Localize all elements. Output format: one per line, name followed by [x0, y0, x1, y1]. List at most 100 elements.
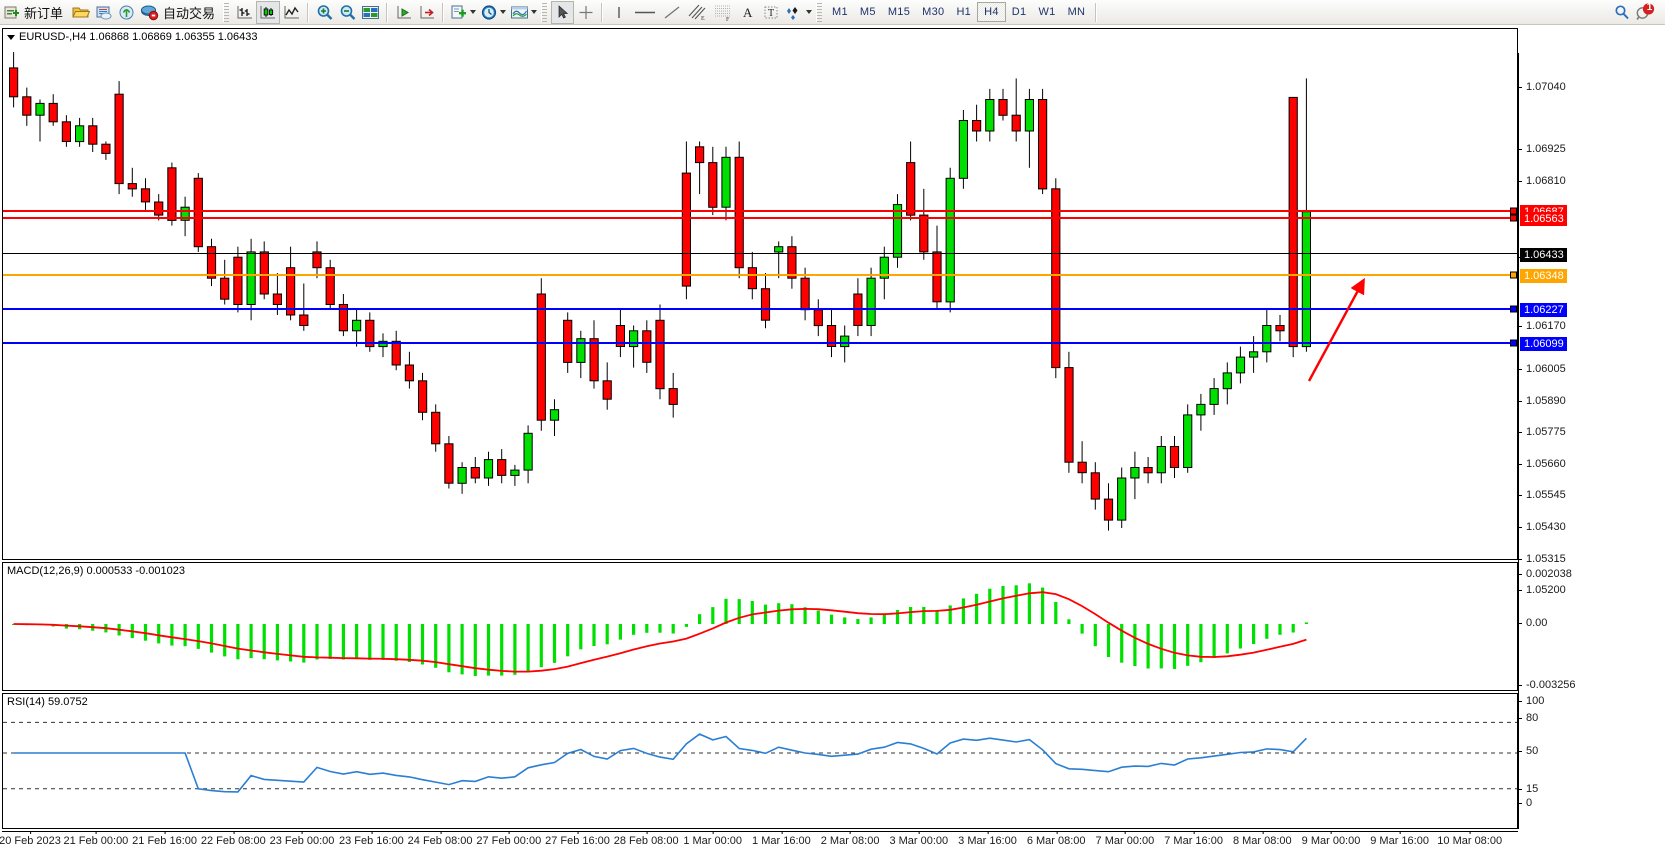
signals-button[interactable]	[115, 1, 138, 24]
cursor-button[interactable]	[551, 0, 575, 24]
chevron-down-icon[interactable]	[806, 10, 813, 14]
price-scale[interactable]: 1.070401.069251.068101.064651.061701.060…	[1518, 53, 1663, 829]
cursor-icon	[558, 5, 568, 19]
level-line-resistance-1[interactable]	[3, 207, 1517, 215]
alerts-button[interactable]: 1	[1633, 1, 1657, 24]
toolbar-separator-4	[601, 2, 604, 22]
chart-window[interactable]: EURUSD-,H4 1.06868 1.06869 1.06355 1.064…	[0, 25, 1665, 851]
timeframe-d1[interactable]: D1	[1011, 6, 1027, 18]
timeframe-h1[interactable]: H1	[956, 6, 972, 18]
trendline-button[interactable]	[660, 1, 684, 24]
rsi-tick: 15	[1518, 783, 1538, 795]
timeframe-mn[interactable]: MN	[1067, 6, 1086, 18]
indicators-icon	[511, 6, 529, 18]
timeframe-m15[interactable]: M15	[887, 6, 911, 18]
horizontal-line-button[interactable]	[630, 1, 660, 24]
time-label: 1 Mar 00:00	[683, 831, 743, 847]
time-label: 20 Feb 2023	[0, 831, 61, 847]
price-pane[interactable]: EURUSD-,H4 1.06868 1.06869 1.06355 1.064…	[2, 28, 1518, 560]
chart-shift-icon	[397, 5, 411, 18]
price-tick: 1.05430	[1518, 521, 1566, 533]
rsi-pane[interactable]: RSI(14) 59.0752	[2, 693, 1518, 829]
crosshair-button[interactable]	[574, 1, 597, 24]
search-icon	[1614, 4, 1629, 19]
chevron-down-icon[interactable]	[500, 10, 507, 14]
text-icon: A	[743, 5, 753, 20]
time-label: 3 Mar 00:00	[889, 831, 949, 847]
rsi-tick: 80	[1518, 712, 1538, 724]
time-axis[interactable]: 20 Feb 2023 21 Feb 00:00 21 Feb 16:00 22 Fe…	[0, 831, 1518, 851]
new-chart-icon	[451, 5, 467, 18]
fibo-button[interactable]: F	[710, 1, 736, 24]
collapse-triangle-icon[interactable]	[7, 34, 15, 40]
time-label: 9 Mar 16:00	[1370, 831, 1429, 847]
vertical-line-button[interactable]	[607, 1, 630, 24]
price-tag-support-1[interactable]: 1.06227	[1520, 303, 1567, 317]
data-window-button[interactable]	[359, 1, 382, 24]
level-line-support-2[interactable]	[3, 339, 1517, 347]
label-button[interactable]: T	[759, 1, 782, 24]
price-tag-resistance-2[interactable]: 1.06563	[1520, 212, 1567, 226]
objects-icon	[787, 6, 798, 20]
level-line-support-1[interactable]	[3, 305, 1517, 313]
period-button[interactable]	[478, 1, 508, 24]
timeframe-h4[interactable]: H4	[977, 2, 1006, 22]
objects-button[interactable]	[782, 1, 814, 24]
bar-chart-button[interactable]	[233, 1, 256, 24]
candlestick-chart-button[interactable]	[256, 0, 281, 24]
new-order-icon	[4, 6, 19, 19]
time-label: 9 Mar 00:00	[1301, 831, 1361, 847]
svg-text:E: E	[701, 16, 705, 21]
signals-icon	[119, 5, 134, 19]
line-chart-button[interactable]	[280, 1, 303, 24]
macd-tick: -0.003256	[1518, 679, 1576, 691]
alerts-icon	[1636, 2, 1655, 20]
text-button[interactable]: A	[736, 1, 759, 24]
level-line-pivot[interactable]	[3, 271, 1517, 279]
zoom-out-button[interactable]	[336, 1, 359, 24]
price-tag-support-2[interactable]: 1.06099	[1520, 337, 1567, 351]
level-anchor[interactable]	[1510, 214, 1517, 222]
timeframe-m30[interactable]: M30	[922, 6, 945, 18]
level-line-resistance-2[interactable]	[3, 214, 1517, 222]
auto-scroll-button[interactable]	[415, 1, 438, 24]
level-line-current-price[interactable]	[3, 253, 1517, 254]
price-tick: 1.06810	[1518, 175, 1566, 187]
new-chart-button[interactable]	[448, 1, 478, 24]
auto-trading-button[interactable]: 自动交易	[138, 1, 221, 24]
period-icon	[481, 4, 497, 20]
toolbar-grip-charts[interactable]	[223, 2, 230, 22]
timeframe-w1[interactable]: W1	[1038, 6, 1056, 18]
macd-pane[interactable]: MACD(12,26,9) 0.000533 -0.001023	[2, 562, 1518, 691]
indicators-button[interactable]	[508, 1, 539, 24]
zoom-in-icon	[317, 4, 332, 20]
timeframe-m5[interactable]: M5	[859, 6, 876, 18]
time-label: 23 Feb 16:00	[338, 831, 404, 847]
price-tag-pivot[interactable]: 1.06348	[1520, 269, 1567, 283]
time-label: 1 Mar 16:00	[752, 831, 811, 847]
timeframe-m1[interactable]: M1	[832, 6, 848, 18]
time-label: 6 Mar 08:00	[1026, 831, 1086, 847]
level-anchor[interactable]	[1510, 339, 1517, 347]
folder-button[interactable]	[69, 1, 92, 24]
toolbar-grip-timeframes[interactable]	[816, 2, 823, 22]
search-button[interactable]	[1610, 1, 1633, 24]
time-label: 21 Feb 00:00	[63, 831, 129, 847]
svg-text:F: F	[726, 17, 730, 21]
price-tag-current-price[interactable]: 1.06433	[1520, 248, 1567, 262]
chevron-down-icon[interactable]	[531, 10, 538, 14]
rsi-tick: 100	[1518, 695, 1544, 707]
profiles-button[interactable]	[92, 1, 115, 24]
main-toolbar: 新订单 自动交易	[0, 0, 1665, 25]
time-label: 22 Feb 08:00	[200, 831, 266, 847]
chart-shift-button[interactable]	[392, 1, 415, 24]
toolbar-grip-tools[interactable]	[541, 2, 548, 22]
level-anchor[interactable]	[1510, 207, 1517, 215]
level-anchor[interactable]	[1510, 305, 1517, 313]
time-label: 28 Feb 08:00	[613, 831, 679, 847]
zoom-in-button[interactable]	[313, 1, 336, 24]
level-anchor[interactable]	[1510, 271, 1517, 279]
new-order-button[interactable]: 新订单	[2, 1, 69, 24]
chevron-down-icon[interactable]	[470, 10, 477, 14]
equidistant-channel-button[interactable]: E	[684, 1, 710, 24]
